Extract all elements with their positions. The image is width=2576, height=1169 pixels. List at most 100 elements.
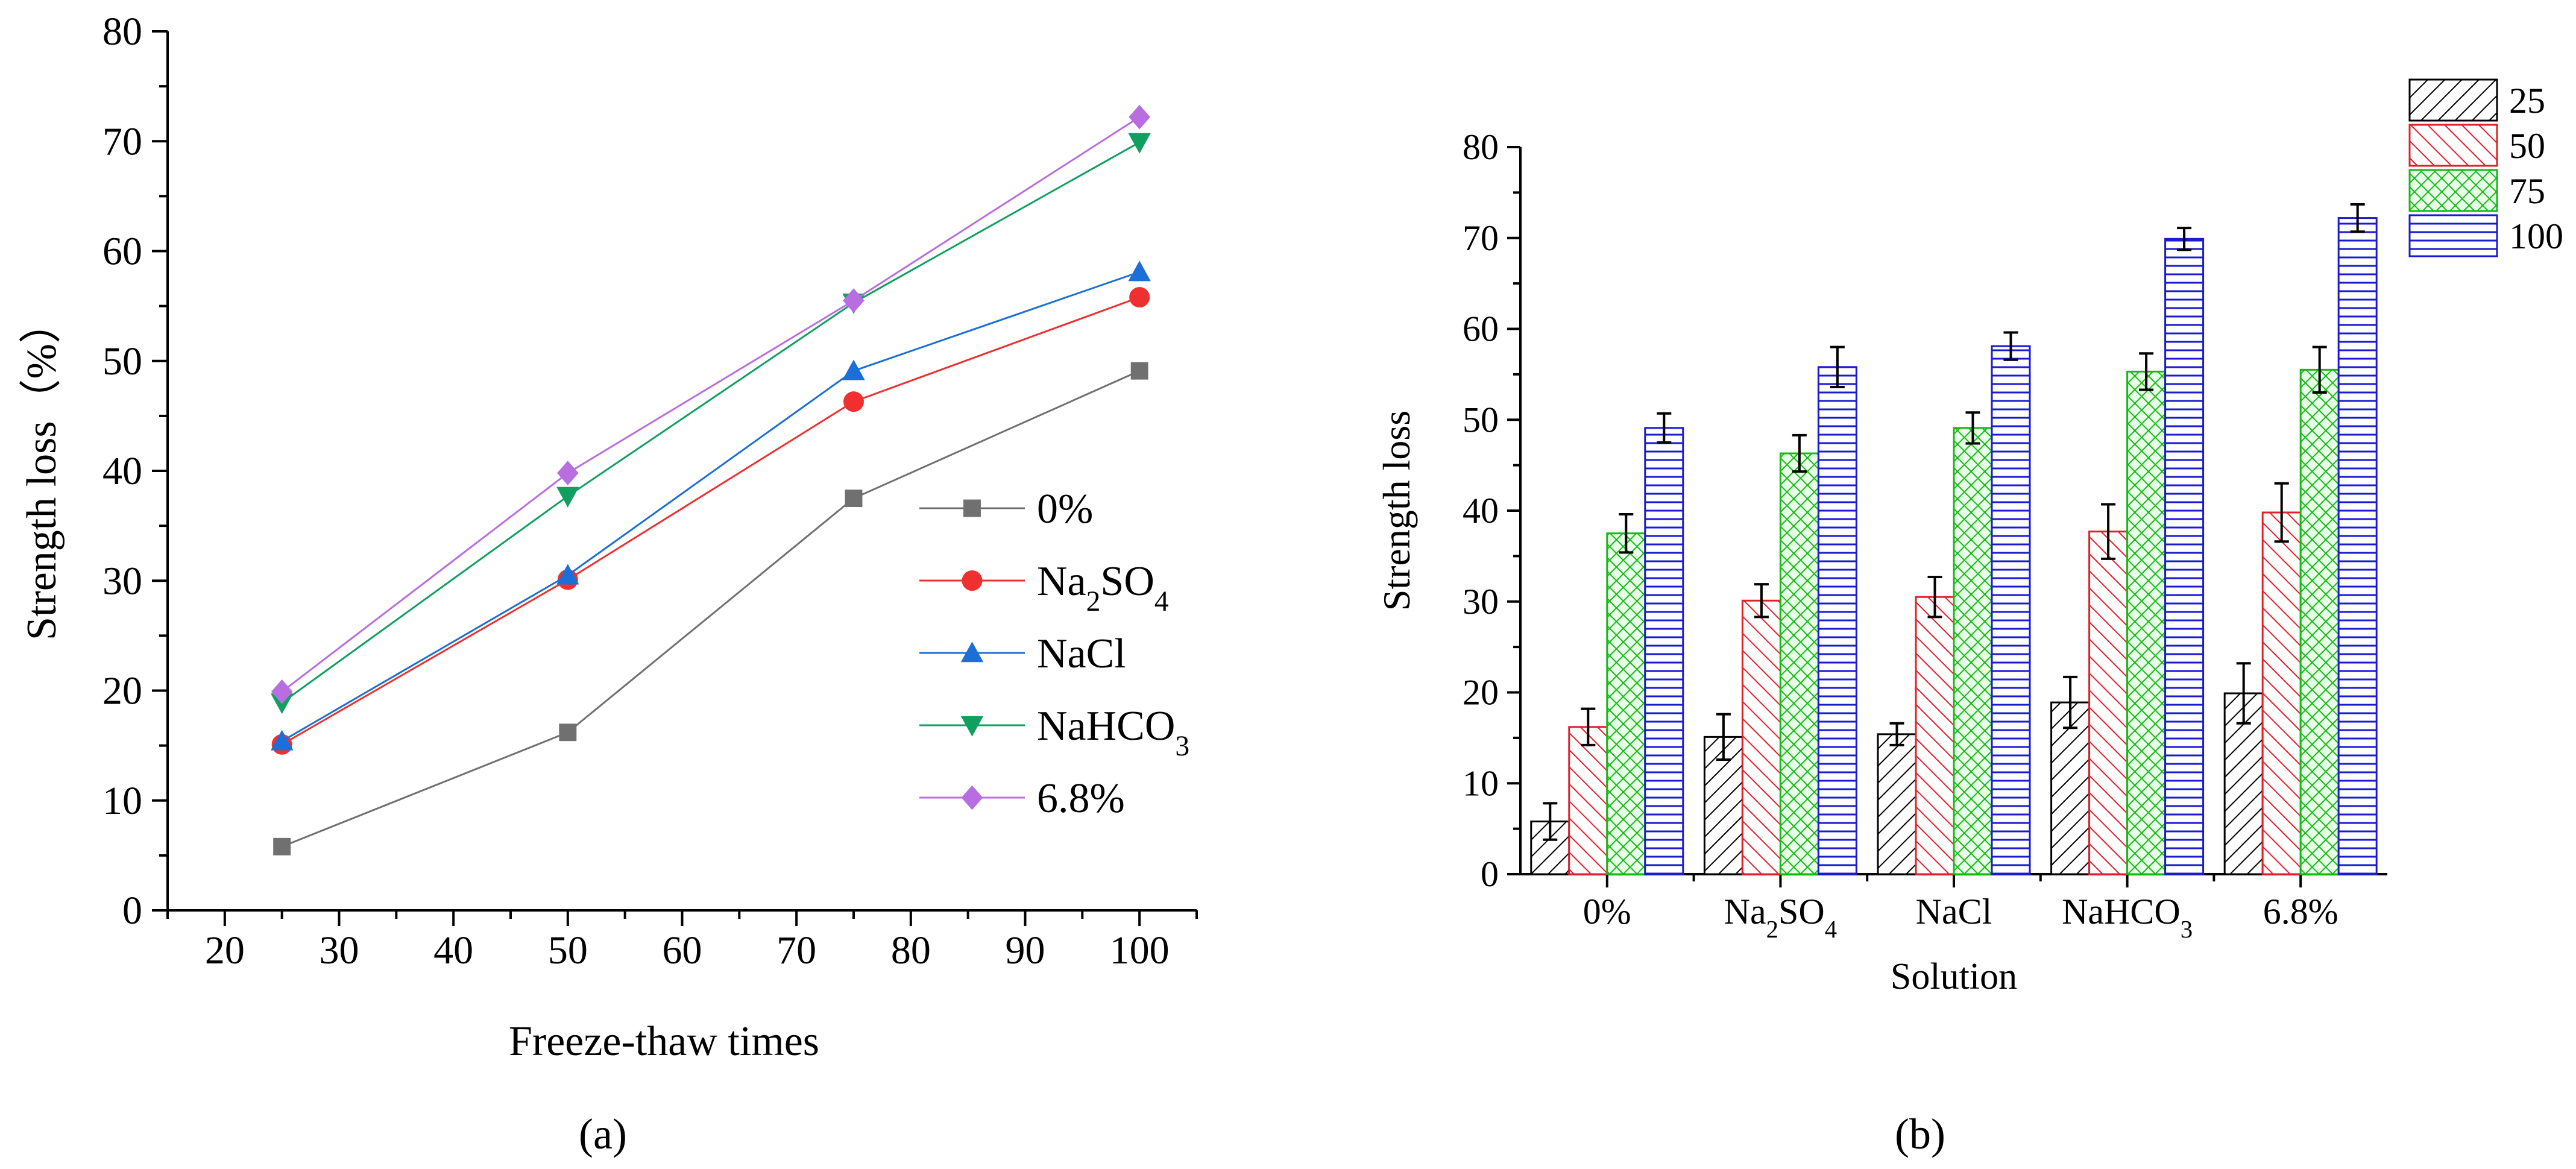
- b-legend-swatch: [2408, 169, 2498, 212]
- b-legend-swatch: [2408, 214, 2498, 257]
- b-bar: [1953, 427, 1993, 875]
- b-bar: [2126, 370, 2167, 875]
- b-x-tick-label: 0%: [1583, 892, 1631, 931]
- b-x-tick-label: NaCl: [1916, 892, 1992, 931]
- b-bar: [2261, 511, 2302, 875]
- a-data-point: [843, 391, 864, 412]
- a-legend-label: 0%: [1037, 486, 1093, 532]
- a-data-point: [1129, 287, 1150, 308]
- b-bar: [1877, 733, 1917, 875]
- a-series-line: [281, 296, 1140, 746]
- a-data-point: [1130, 362, 1148, 380]
- a-data-point: [556, 487, 579, 508]
- a-y-tick-label: 70: [102, 119, 142, 163]
- a-data-point: [559, 723, 577, 742]
- label-text: 0%: [1037, 486, 1093, 532]
- a-data-point: [273, 837, 291, 855]
- a-x-tick-label: 20: [205, 928, 245, 972]
- a-y-tick-label: 40: [102, 449, 142, 493]
- a-data-point: [1129, 104, 1151, 130]
- b-y-tick-label: 50: [1463, 400, 1499, 440]
- a-series-line: [281, 141, 1140, 704]
- label-subscript: 4: [1154, 586, 1169, 617]
- b-y-tick-label: 0: [1481, 854, 1499, 894]
- b-y-tick-label: 40: [1463, 491, 1499, 531]
- label-subscript: 2: [1766, 916, 1778, 943]
- a-data-point: [271, 679, 293, 704]
- b-x-tick-label: 6.8%: [2263, 892, 2338, 931]
- b-bar: [1915, 596, 1955, 875]
- b-panel-label: (b): [1895, 1110, 1945, 1158]
- b-bar: [1991, 345, 2031, 875]
- a-y-axis-title: Strength loss（%）: [19, 301, 65, 640]
- label-subscript: 3: [2181, 916, 2193, 943]
- a-x-tick-label: 30: [320, 928, 359, 972]
- b-bar: [1779, 452, 1819, 875]
- a-y-tick-label: 50: [102, 339, 142, 383]
- b-x-tick-label: Na2SO4: [1724, 892, 1837, 943]
- a-y-tick-label: 0: [122, 889, 142, 933]
- label-text: 6.8%: [1037, 775, 1125, 822]
- b-legend-label: 25: [2509, 81, 2545, 121]
- b-bar: [1741, 599, 1781, 875]
- b-bar: [2299, 368, 2340, 875]
- b-y-tick-label: 30: [1463, 582, 1499, 622]
- label-text: SO: [1100, 558, 1154, 605]
- b-legend-label: 50: [2509, 126, 2545, 166]
- label-subscript: 4: [1825, 916, 1837, 943]
- a-data-point: [845, 490, 863, 508]
- a-legend-marker: [960, 641, 984, 663]
- a-data-point: [556, 564, 579, 585]
- b-x-axis-title: Solution: [1891, 956, 2017, 997]
- b-y-tick-label: 20: [1463, 673, 1499, 713]
- a-legend-marker: [962, 570, 983, 591]
- b-bar: [1644, 427, 1684, 875]
- b-bar: [1568, 726, 1608, 875]
- a-legend-label: NaCl: [1037, 631, 1126, 677]
- a-y-tick-label: 80: [102, 10, 142, 54]
- a-data-point: [270, 729, 294, 751]
- label-text: SO: [1778, 892, 1825, 931]
- a-panel-label: (a): [579, 1110, 627, 1158]
- a-data-point: [1128, 260, 1151, 282]
- b-bar: [2164, 238, 2205, 875]
- b-bar: [2337, 217, 2378, 875]
- b-bar: [1817, 366, 1857, 875]
- a-x-tick-label: 80: [891, 928, 931, 972]
- a-x-tick-label: 40: [433, 928, 473, 972]
- label-text: NaHCO: [2062, 892, 2181, 931]
- b-x-tick-label: NaHCO3: [2062, 892, 2193, 943]
- a-y-tick-label: 20: [102, 669, 142, 713]
- label-subscript: 2: [1086, 586, 1101, 617]
- b-legend-swatch: [2408, 124, 2498, 167]
- b-y-axis-title: Strength loss: [1375, 411, 1418, 611]
- b-y-tick-label: 70: [1463, 218, 1499, 258]
- a-legend-label: Na2SO4: [1037, 558, 1169, 617]
- a-legend-label: 6.8%: [1037, 775, 1125, 822]
- a-series-line: [281, 116, 1140, 693]
- a-y-tick-label: 10: [102, 779, 142, 823]
- a-legend-label: NaHCO3: [1037, 703, 1189, 762]
- a-legend-marker: [961, 785, 983, 810]
- a-x-tick-label: 90: [1006, 928, 1045, 972]
- a-data-point: [842, 359, 865, 380]
- a-x-tick-label: 70: [776, 928, 816, 972]
- b-legend-label: 75: [2509, 171, 2545, 211]
- label-text: NaCl: [1037, 631, 1126, 677]
- b-bar: [1606, 532, 1646, 875]
- a-x-tick-label: 50: [548, 928, 588, 972]
- a-data-point: [843, 288, 864, 313]
- a-data-point: [1128, 133, 1151, 154]
- label-text: 0%: [1583, 892, 1631, 931]
- a-legend-marker: [963, 499, 981, 517]
- a-y-tick-label: 60: [102, 230, 142, 274]
- b-y-tick-label: 80: [1463, 127, 1499, 167]
- a-x-axis-title: Freeze-thaw times: [509, 1018, 819, 1065]
- label-text: NaCl: [1916, 892, 1992, 931]
- b-legend-swatch: [2408, 78, 2498, 122]
- a-series-line: [282, 370, 1140, 848]
- a-legend-marker: [960, 716, 984, 737]
- a-x-tick-label: 60: [663, 928, 702, 972]
- label-subscript: 3: [1175, 731, 1189, 762]
